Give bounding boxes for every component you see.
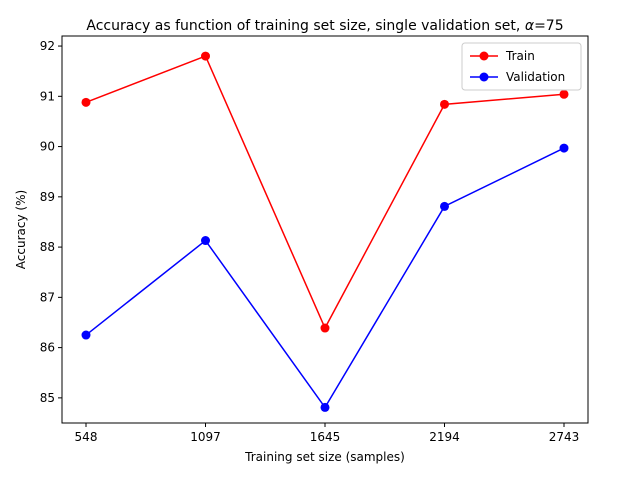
data-point-validation (559, 143, 569, 153)
y-tick-label: 91 (40, 89, 55, 103)
y-tick-label: 89 (40, 190, 55, 204)
data-point-validation (320, 402, 330, 412)
chart-title: Accuracy as function of training set siz… (86, 18, 563, 34)
y-tick-label: 92 (40, 39, 55, 53)
legend-box (461, 42, 582, 91)
y-tick-label: 87 (40, 290, 55, 304)
x-tick-label: 1645 (310, 430, 341, 444)
x-axis: 548 1097 1645 2194 2743 (75, 423, 580, 444)
legend-label-validation: Validation (506, 70, 565, 84)
y-tick-label: 90 (40, 140, 55, 154)
y-tick-label: 86 (40, 341, 55, 355)
y-axis: 85 86 87 88 89 90 91 92 (40, 39, 62, 405)
legend: Train Validation (461, 42, 582, 91)
x-axis-label: Training set size (samples) (244, 450, 405, 464)
data-point-validation (81, 330, 91, 340)
series-line-validation (85, 147, 565, 409)
series-line-train (85, 55, 565, 330)
data-point-train (559, 89, 569, 99)
x-tick-label: 548 (75, 430, 98, 444)
legend-label-train: Train (505, 49, 535, 63)
data-point-train (201, 51, 210, 61)
plot-frame (61, 35, 589, 424)
legend-marker-train (479, 51, 489, 61)
x-tick-label: 2743 (549, 430, 580, 444)
y-tick-label: 88 (40, 240, 55, 254)
data-point-validation (440, 201, 449, 211)
series-layer (81, 51, 569, 412)
x-tick-label: 2194 (429, 430, 460, 444)
plot-area (61, 35, 589, 424)
data-point-train (440, 99, 449, 109)
legend-marker-validation (479, 72, 489, 82)
y-axis-label: Accuracy (%) (14, 190, 28, 269)
data-point-validation (201, 236, 210, 246)
y-tick-label: 85 (40, 391, 55, 405)
x-tick-label: 1097 (190, 430, 221, 444)
data-point-train (81, 97, 91, 107)
data-point-train (320, 323, 330, 333)
